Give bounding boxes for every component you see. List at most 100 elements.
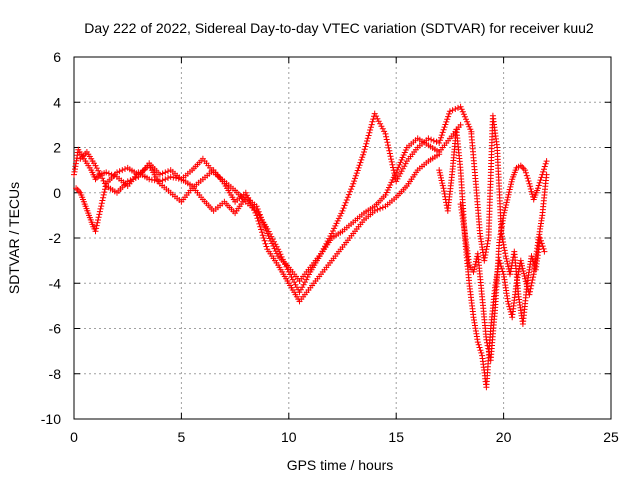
data-point [328, 246, 344, 264]
data-point [543, 158, 550, 165]
data-point [146, 160, 162, 176]
data-point [425, 135, 440, 145]
data-point [461, 230, 472, 266]
data-point [537, 235, 547, 252]
data-point [393, 160, 409, 185]
data-point [371, 193, 387, 210]
x-tick-label: 20 [496, 429, 512, 445]
data-point [75, 146, 85, 158]
data-point [500, 271, 511, 302]
data-point [275, 246, 291, 273]
data-point [492, 242, 503, 314]
data-point [446, 104, 461, 115]
data-point [511, 248, 522, 297]
data-point [178, 176, 193, 188]
data-point [509, 167, 519, 183]
data-point [382, 196, 398, 210]
data-point [504, 178, 515, 201]
data-point [285, 280, 302, 303]
data-point [135, 162, 151, 180]
chart-title: Day 222 of 2022, Sidereal Day-to-day VTE… [84, 20, 594, 36]
data-point [92, 162, 108, 187]
data-point [156, 168, 171, 178]
data-point [479, 293, 490, 340]
data-point [468, 130, 479, 182]
data-point [339, 232, 355, 251]
data-point [483, 328, 494, 391]
data-point [275, 253, 290, 269]
data-point [393, 147, 409, 176]
data-point [296, 287, 312, 305]
data-point [124, 175, 139, 185]
data-point [535, 215, 545, 246]
data-point [414, 159, 430, 174]
series-sat-a [71, 103, 475, 296]
x-tick-label: 5 [178, 429, 186, 445]
data-point [487, 310, 498, 364]
data-point [466, 262, 476, 273]
data-point [494, 144, 505, 234]
data-point [221, 198, 237, 215]
y-tick-label: 4 [53, 94, 61, 110]
y-tick-label: -6 [49, 321, 62, 337]
data-point [457, 201, 468, 234]
data-point [307, 253, 323, 271]
data-point [307, 273, 323, 291]
data-point [92, 173, 102, 183]
data-point [403, 137, 419, 151]
grid-lines [74, 57, 611, 419]
axis-ticks: 0 5 10 15 20 25 -10 -8 -6 -4 -2 0 2 4 6 [41, 49, 619, 445]
x-tick-label: 10 [281, 429, 297, 445]
data-point [425, 142, 440, 154]
x-tick-label: 25 [603, 429, 619, 445]
data-point [444, 174, 455, 214]
data-point [88, 167, 98, 180]
data-point [199, 168, 215, 183]
data-point [114, 166, 128, 176]
data-point [425, 152, 440, 165]
series-sat-b [73, 151, 443, 305]
data-point [414, 135, 430, 147]
y-tick-label: 2 [53, 140, 61, 156]
data-point [489, 112, 500, 148]
y-tick-label: -10 [41, 411, 61, 427]
data-point [500, 196, 511, 219]
data-point [81, 201, 92, 217]
data-point [513, 163, 522, 171]
data-point [339, 183, 356, 214]
y-tick-label: -4 [49, 275, 62, 291]
data-point [90, 223, 98, 232]
data-point [530, 187, 541, 203]
data-point [371, 204, 386, 214]
data-point [485, 115, 496, 241]
data-point [371, 110, 388, 135]
data-point [472, 178, 483, 234]
y-tick-label: 0 [53, 185, 61, 201]
data-point [328, 210, 345, 237]
data-point [285, 264, 301, 282]
data-point [436, 110, 452, 146]
data-point [264, 230, 280, 257]
data-point [350, 211, 365, 226]
data-point [199, 196, 215, 212]
data-point [296, 266, 312, 284]
data-point [77, 189, 87, 205]
data-point [517, 162, 527, 172]
data-point [457, 103, 474, 133]
y-tick-label: 6 [53, 49, 61, 65]
data-point [457, 121, 464, 128]
x-tick-label: 0 [70, 429, 78, 445]
data-point [77, 150, 89, 162]
data-point [86, 212, 96, 228]
data-point [535, 174, 545, 192]
data-point [403, 169, 420, 189]
data-point [339, 221, 355, 235]
data-point [189, 157, 205, 174]
data-point [539, 174, 550, 219]
y-axis-label: SDTVAR / TECUs [6, 182, 22, 294]
data-point [83, 160, 93, 171]
data-point [210, 167, 226, 185]
data-point [232, 191, 247, 205]
data-point [296, 271, 312, 296]
